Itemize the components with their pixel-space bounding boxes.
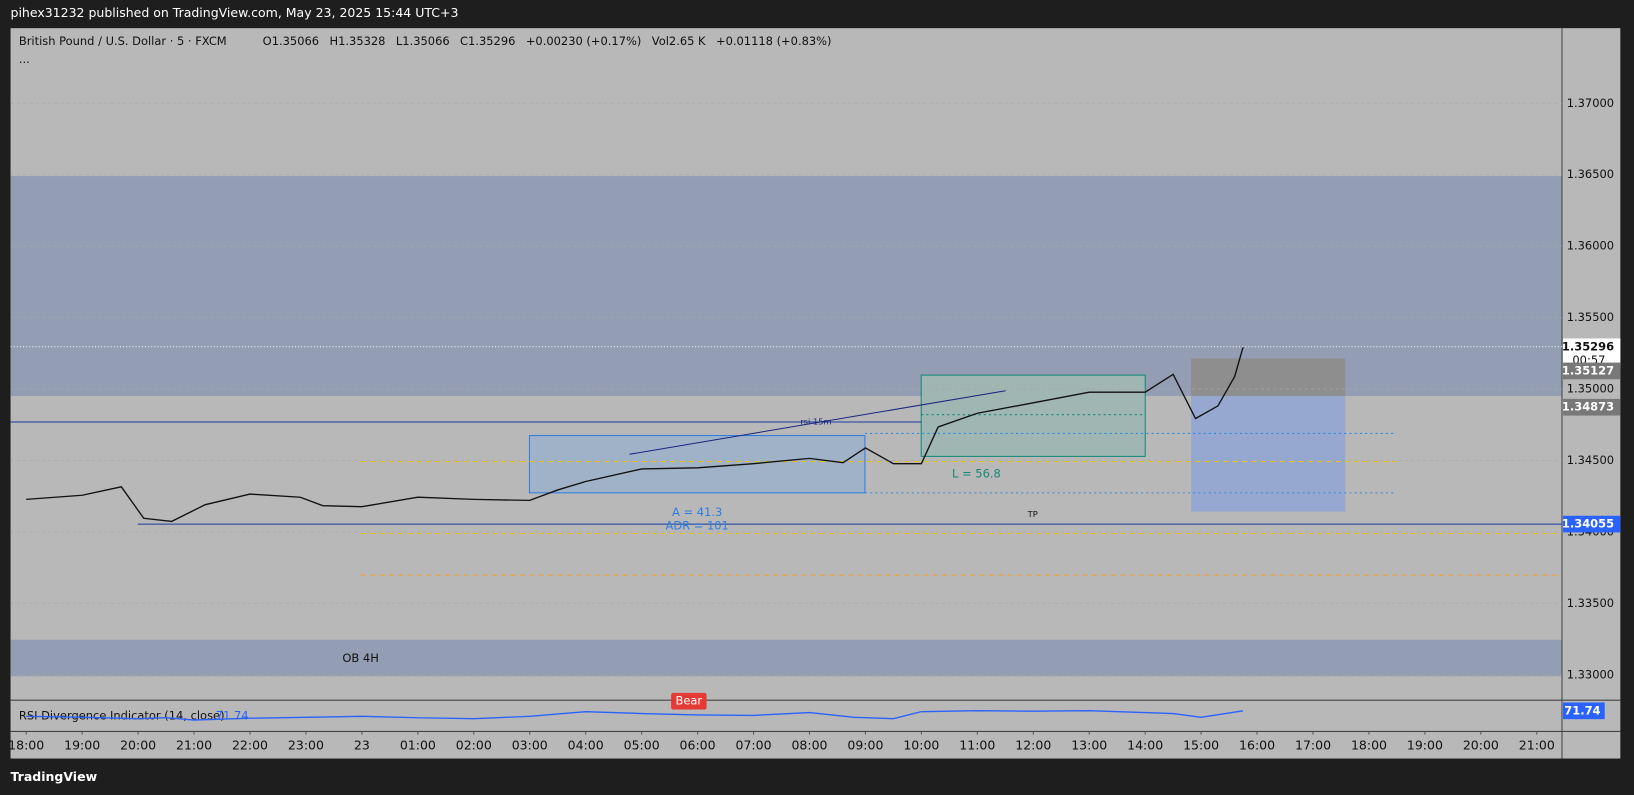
x-tick-label: 08:00 xyxy=(791,738,827,753)
x-tick-label: 01:00 xyxy=(400,738,436,753)
ohlc-value: H1.35328 xyxy=(329,34,385,48)
bear-badge xyxy=(671,692,707,710)
price-line xyxy=(26,346,1244,523)
price-line xyxy=(26,710,1244,721)
y-tick-label: 1.33000 xyxy=(1567,667,1614,681)
x-tick-label: 13:00 xyxy=(1071,738,1107,753)
y-tick-label: 1.35500 xyxy=(1567,310,1614,324)
rsi-tag xyxy=(1563,702,1605,720)
position-box xyxy=(1191,358,1346,396)
brand: TradingView xyxy=(11,769,98,784)
ohlc-value: C1.35296 xyxy=(460,34,515,48)
x-tick-label: 04:00 xyxy=(568,738,604,753)
x-tick-label: 21:00 xyxy=(1519,738,1555,753)
x-tick-label: 22:00 xyxy=(232,738,268,753)
y-tick-label: 1.36000 xyxy=(1567,239,1614,253)
price-tag xyxy=(1563,398,1621,416)
price-tag xyxy=(1563,515,1621,533)
x-tick-label: 23 xyxy=(354,738,370,753)
price-tag-label: 1.35127 xyxy=(1562,363,1614,377)
price-tag xyxy=(1563,362,1621,380)
trend-line xyxy=(629,390,1006,455)
annotation: OB 4H xyxy=(342,651,378,665)
x-tick-label: 07:00 xyxy=(736,738,772,753)
y-tick-label: 1.36500 xyxy=(1567,167,1614,181)
x-tick-label: 05:00 xyxy=(624,738,660,753)
symbol-title: British Pound / U.S. Dollar · 5 · FXCM xyxy=(19,34,227,48)
x-tick-label: 02:00 xyxy=(456,738,492,753)
x-tick-label: 19:00 xyxy=(64,738,100,753)
x-tick-label: 17:00 xyxy=(1295,738,1331,753)
ohlc-value: +0.00230 (+0.17%) xyxy=(526,34,642,48)
x-tick-label: 23:00 xyxy=(288,738,324,753)
x-tick-label: 19:00 xyxy=(1407,738,1443,753)
rsi-value: 71.74 xyxy=(216,708,249,722)
more-button[interactable]: ... xyxy=(19,52,30,66)
x-tick-label: 03:00 xyxy=(512,738,548,753)
y-tick-label: 1.37000 xyxy=(1567,96,1614,110)
annotation: A = 41.3 xyxy=(672,505,722,519)
range-box xyxy=(920,374,1146,457)
x-tick-label: 16:00 xyxy=(1239,738,1275,753)
x-tick-label: 21:00 xyxy=(176,738,212,753)
ohlc-value: +0.01118 (+0.83%) xyxy=(716,34,832,48)
x-tick-label: 12:00 xyxy=(1015,738,1051,753)
price-tag-label: 1.34873 xyxy=(1562,400,1614,414)
rsi-tag-label: 71.74 xyxy=(1564,703,1600,717)
x-tick-label: 14:00 xyxy=(1127,738,1163,753)
ohlc-value: L1.35066 xyxy=(396,34,450,48)
y-tick-label: 1.33500 xyxy=(1567,596,1614,610)
annotation: ADR = 101 xyxy=(665,519,728,533)
annotation: TP xyxy=(1027,509,1038,519)
x-tick-label: 18:00 xyxy=(8,738,44,753)
x-tick-label: 09:00 xyxy=(847,738,883,753)
ohlc-value: Vol2.65 K xyxy=(652,34,706,48)
y-tick-label: 1.35000 xyxy=(1567,382,1614,396)
x-tick-label: 11:00 xyxy=(959,738,995,753)
x-tick-label: 20:00 xyxy=(1463,738,1499,753)
x-tick-label: 06:00 xyxy=(680,738,716,753)
y-tick-label: 1.34500 xyxy=(1567,453,1614,467)
published-line: pihex31232 published on TradingView.com,… xyxy=(11,5,459,20)
x-tick-label: 15:00 xyxy=(1183,738,1219,753)
ohlc-value: O1.35066 xyxy=(263,34,319,48)
position-box xyxy=(1191,395,1346,512)
annotation: Bear xyxy=(676,694,703,708)
annotation: rsi 15m xyxy=(800,416,831,426)
price-tag-label: 1.35296 xyxy=(1562,339,1614,353)
range-box xyxy=(528,435,866,494)
zone-band xyxy=(10,639,1562,677)
price-tag-label: 1.34055 xyxy=(1562,517,1614,531)
x-tick-label: 10:00 xyxy=(903,738,939,753)
annotation: L = 56.8 xyxy=(952,467,1001,481)
x-tick-label: 18:00 xyxy=(1351,738,1387,753)
x-tick-label: 20:00 xyxy=(120,738,156,753)
